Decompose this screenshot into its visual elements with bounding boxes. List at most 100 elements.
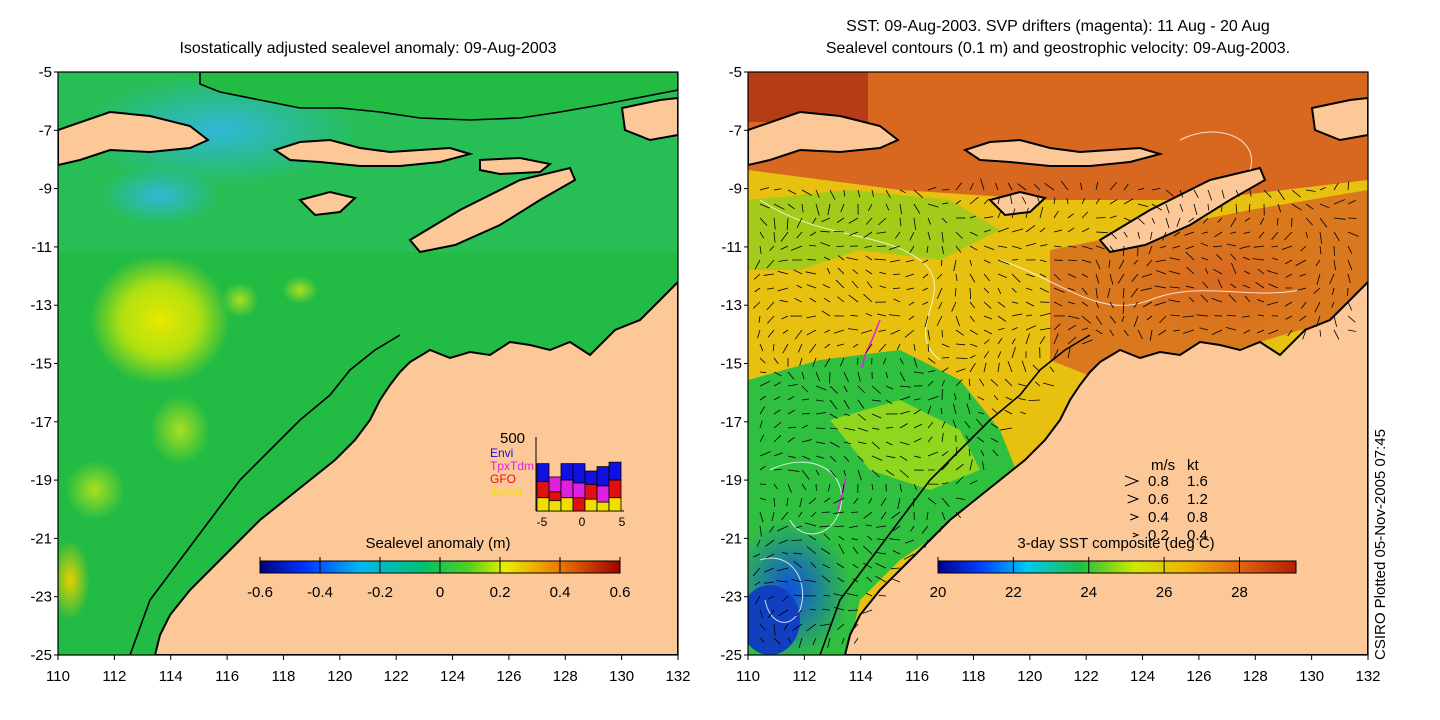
velocity-vector — [1053, 229, 1062, 233]
velocity-vector — [848, 525, 859, 529]
velocity-vector — [857, 371, 861, 382]
velocity-vector — [905, 259, 915, 263]
velocity-vector — [794, 297, 803, 303]
velocity-kt-value: 0.8 — [1187, 509, 1208, 526]
velocity-vector — [1231, 262, 1237, 275]
velocity-vector — [1199, 327, 1209, 331]
right-lat-tick-label: -9 — [729, 181, 742, 198]
velocity-vector — [951, 301, 957, 312]
velocity-vector — [1244, 270, 1251, 275]
velocity-vector — [843, 189, 846, 197]
right-lon-tick-label: 110 — [736, 668, 760, 685]
velocity-vector — [776, 567, 789, 572]
velocity-vector — [941, 462, 950, 471]
velocity-vector — [865, 592, 873, 597]
velocity-vector — [852, 578, 859, 583]
right-lat-tick-label: -13 — [720, 297, 742, 314]
velocity-vector — [843, 469, 846, 477]
svp-drifter-track — [837, 477, 847, 511]
velocity-vector — [927, 186, 937, 191]
velocity-vector — [955, 357, 968, 359]
velocity-vector — [871, 427, 880, 430]
velocity-vector — [759, 465, 766, 471]
velocity-vector — [955, 231, 963, 239]
velocity-vector — [753, 301, 761, 309]
velocity-vector — [868, 497, 873, 504]
velocity-vector — [899, 217, 902, 227]
velocity-vector — [1226, 243, 1237, 247]
velocity-vector — [1004, 409, 1013, 415]
velocity-vector — [997, 245, 1008, 248]
velocity-vector — [1182, 315, 1195, 318]
velocity-vector — [793, 594, 803, 597]
velocity-vector — [899, 203, 902, 215]
velocity-vector — [823, 594, 831, 597]
velocity-vector — [1067, 259, 1077, 262]
velocity-vector — [1186, 285, 1195, 289]
velocity-vector — [847, 328, 859, 331]
velocity-vector — [880, 511, 887, 520]
velocity-vector — [954, 287, 957, 297]
velocity-vector — [913, 437, 922, 443]
velocity-vector — [941, 432, 944, 443]
velocity-vector — [829, 385, 838, 394]
velocity-vector — [921, 259, 929, 264]
velocity-vector — [798, 511, 803, 518]
velocity-vector — [805, 271, 817, 275]
velocity-vector — [863, 562, 873, 569]
velocity-vector — [964, 421, 971, 429]
velocity-vector — [990, 379, 999, 387]
velocity-vector — [1039, 259, 1047, 263]
velocity-vector — [1299, 315, 1307, 322]
sla-colorbar-title: Sealevel anomaly (m) — [365, 535, 510, 552]
velocity-vector — [899, 483, 902, 492]
velocity-vector — [780, 245, 789, 250]
velocity-vector — [787, 203, 795, 210]
velocity-vector — [1315, 259, 1321, 267]
velocity-vector — [968, 378, 971, 387]
velocity-vector — [852, 269, 859, 275]
velocity-vector — [1039, 287, 1050, 293]
velocity-vector — [927, 436, 933, 443]
velocity-vector — [1156, 270, 1167, 275]
velocity-vector — [1347, 329, 1357, 332]
velocity-vector — [1200, 242, 1209, 247]
velocity-vector — [1025, 287, 1033, 291]
velocity-vector — [1183, 329, 1195, 334]
velocity-vector — [759, 434, 765, 443]
velocity-vector — [773, 468, 782, 471]
velocity-vector — [879, 285, 887, 289]
velocity-vector — [857, 399, 865, 409]
velocity-vector — [1188, 217, 1195, 223]
inset-x-tick-label: -5 — [537, 515, 548, 529]
velocity-vector — [759, 203, 770, 209]
inset-bar-envi — [536, 463, 550, 482]
velocity-vector — [878, 595, 887, 597]
velocity-vector — [993, 395, 999, 401]
velocity-vector — [846, 257, 859, 261]
velocity-vector — [997, 301, 1006, 308]
velocity-vector — [1007, 182, 1013, 191]
velocity-vector — [1214, 231, 1223, 238]
velocity-vector — [836, 245, 845, 248]
velocity-vector — [759, 395, 766, 401]
velocity-vector — [766, 301, 775, 311]
velocity-vector — [801, 439, 812, 443]
velocity-vector — [1130, 287, 1139, 298]
velocity-vector — [983, 287, 990, 294]
velocity-vector — [997, 259, 1010, 265]
velocity-vector — [1025, 273, 1035, 278]
velocity-vector — [1285, 315, 1293, 320]
velocity-vector — [953, 393, 957, 401]
velocity-vector — [821, 310, 831, 317]
velocity-vector — [1165, 217, 1170, 229]
velocity-vector — [809, 343, 817, 354]
velocity-vector — [1021, 360, 1027, 373]
velocity-vector — [759, 380, 770, 387]
velocity-vector — [1305, 189, 1316, 192]
velocity-vector — [787, 483, 792, 493]
velocity-vector — [899, 423, 908, 429]
velocity-vector — [992, 449, 999, 457]
velocity-vector — [1150, 231, 1153, 240]
velocity-vector — [801, 424, 808, 429]
